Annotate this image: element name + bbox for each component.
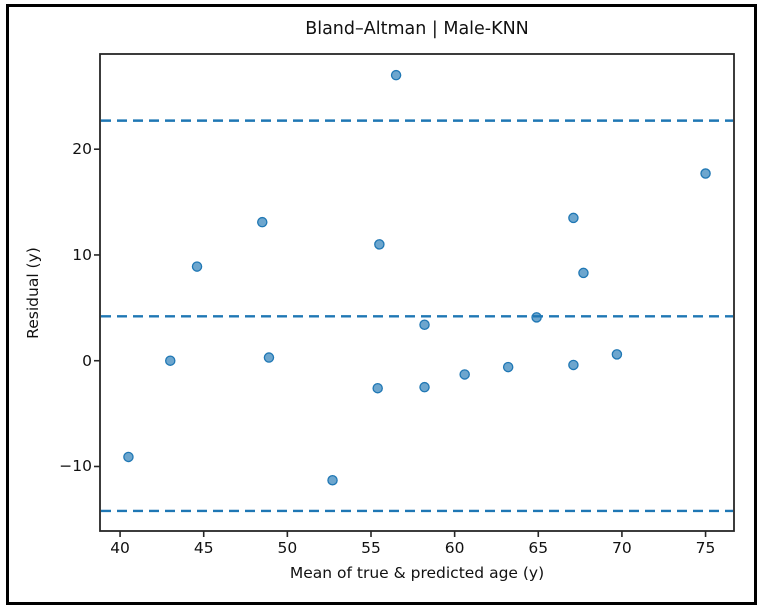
data-point — [531, 312, 542, 323]
x-tick-label: 60 — [444, 539, 465, 557]
x-tick-label: 75 — [695, 539, 716, 557]
data-point — [191, 261, 203, 272]
data-point — [257, 216, 268, 228]
y-tick-label: 10 — [72, 245, 92, 264]
data-point — [263, 352, 275, 363]
x-tick-label: 65 — [528, 539, 549, 557]
x-tick-label: 40 — [110, 539, 130, 557]
y-tick-label: 20 — [72, 140, 92, 159]
x-tick-label: 45 — [193, 539, 214, 557]
data-point — [568, 212, 579, 224]
y-tick-label: −10 — [59, 457, 92, 476]
x-tick-label: 55 — [361, 539, 381, 557]
data-point — [374, 239, 385, 250]
y-tick-label: 0 — [82, 351, 92, 370]
figure-border — [6, 4, 757, 605]
data-point — [123, 451, 134, 463]
data-point — [372, 382, 383, 394]
chart-title: Bland–Altman | Male-KNN — [305, 19, 529, 39]
data-point — [568, 359, 579, 371]
data-point — [419, 319, 430, 331]
data-point — [165, 355, 176, 366]
data-point — [611, 349, 623, 360]
data-point — [327, 474, 338, 486]
x-tick-label: 70 — [612, 539, 632, 557]
data-point — [419, 381, 430, 393]
plot-spines — [99, 53, 735, 532]
data-point — [459, 369, 470, 380]
data-point — [700, 168, 711, 179]
data-point — [502, 361, 514, 373]
x-tick-label: 50 — [277, 539, 298, 557]
x-axis-label: Mean of true & predicted age (y) — [289, 564, 545, 582]
y-axis-label: Residual (y) — [24, 247, 42, 339]
data-point — [578, 267, 589, 279]
data-point — [390, 69, 402, 81]
